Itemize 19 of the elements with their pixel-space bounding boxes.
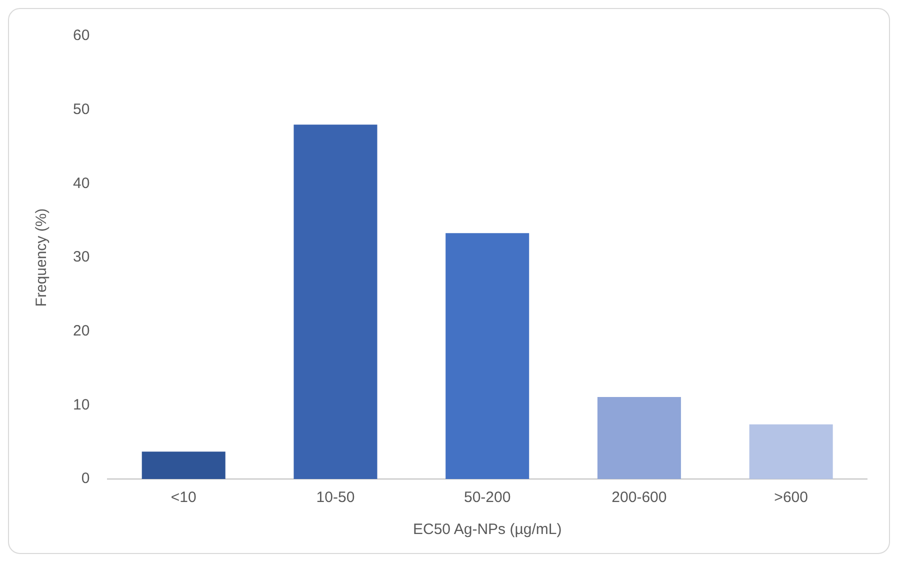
y-tick-label: 30 xyxy=(72,248,90,266)
y-tick-label: 50 xyxy=(72,100,90,118)
x-tick-label: 50-200 xyxy=(464,489,511,506)
x-tick-label: 10-50 xyxy=(316,489,355,506)
y-tick-label: 10 xyxy=(72,396,90,414)
bar xyxy=(597,397,681,479)
x-tick-label: >600 xyxy=(774,489,808,506)
y-tick-label: 40 xyxy=(72,174,90,192)
bar xyxy=(446,233,530,479)
x-tick-label: <10 xyxy=(170,489,196,506)
y-axis-title: Frequency (%) xyxy=(33,208,50,307)
y-tick-label: 20 xyxy=(72,322,90,340)
bar xyxy=(142,452,226,479)
bar xyxy=(749,424,833,479)
bar xyxy=(294,124,378,479)
y-tick-label: 60 xyxy=(72,27,90,44)
x-tick-label: 200-600 xyxy=(612,489,667,506)
x-axis-title: EC50 Ag-NPs (µg/mL) xyxy=(412,521,562,538)
y-tick-label: 0 xyxy=(81,470,90,488)
